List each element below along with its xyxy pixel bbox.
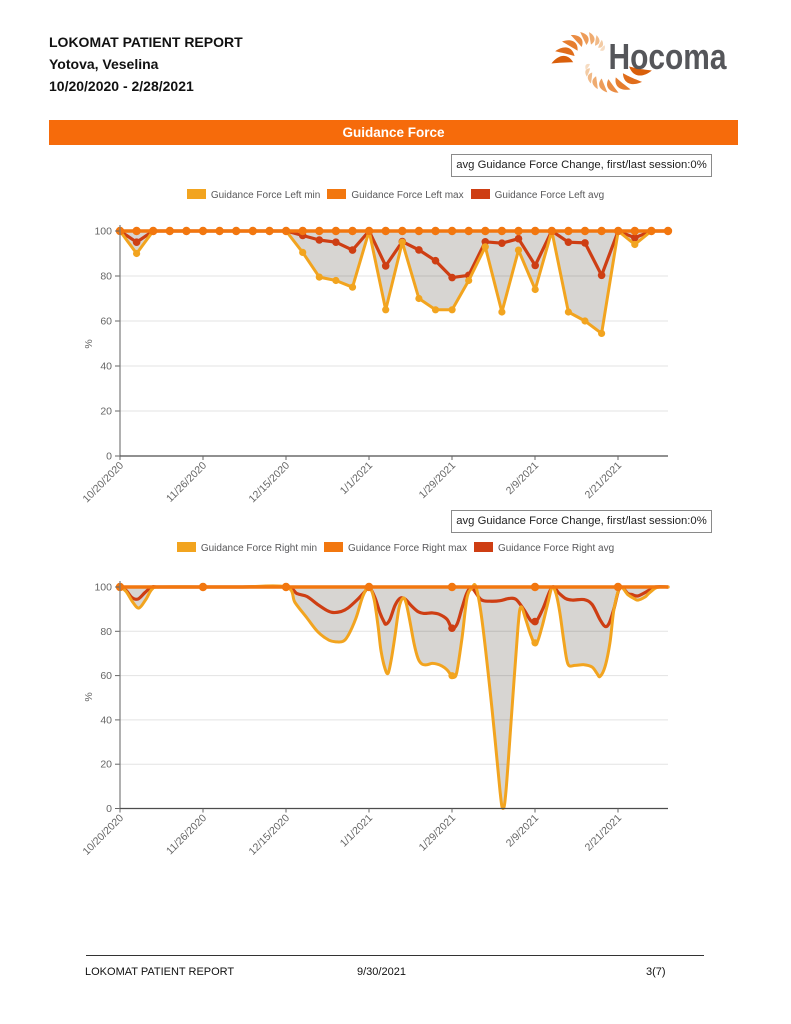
svg-text:40: 40 [100,714,112,726]
svg-text:100: 100 [94,582,112,594]
svg-text:100: 100 [94,226,112,238]
svg-text:Hocoma: Hocoma [609,36,728,77]
svg-text:20: 20 [100,759,112,771]
svg-text:40: 40 [100,361,112,373]
svg-text:80: 80 [100,626,112,638]
svg-text:0: 0 [106,451,112,463]
svg-text:2/9/2021: 2/9/2021 [504,812,541,849]
svg-text:0: 0 [106,803,112,815]
svg-text:%: % [83,339,95,348]
svg-text:11/26/2020: 11/26/2020 [164,812,209,857]
svg-text:80: 80 [100,271,112,283]
svg-text:20: 20 [100,406,112,418]
svg-text:%: % [83,692,95,701]
svg-text:12/15/2020: 12/15/2020 [246,812,292,858]
svg-text:1/1/2021: 1/1/2021 [338,812,375,849]
svg-text:1/29/2021: 1/29/2021 [417,812,459,854]
svg-text:2/21/2021: 2/21/2021 [583,812,625,854]
svg-text:10/20/2020: 10/20/2020 [80,812,126,858]
svg-text:60: 60 [100,670,112,682]
svg-text:60: 60 [100,316,112,328]
